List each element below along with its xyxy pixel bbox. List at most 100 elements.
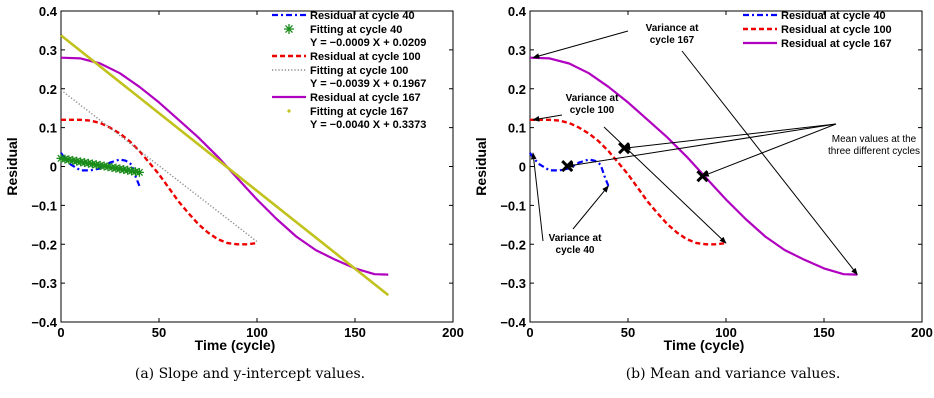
- y-axis-label: Residual: [4, 137, 20, 195]
- legend-label: Residual at cycle 100: [781, 24, 892, 36]
- star-stroke: [127, 167, 136, 175]
- annotation-text: three different cycles: [828, 146, 920, 157]
- star-stroke: [108, 163, 116, 172]
- annotation-arrow: [572, 185, 609, 230]
- y-tick-label: 0.1: [39, 121, 57, 136]
- annotation-arrow: [530, 152, 544, 242]
- series-residual-at-cycle-100: [61, 118, 258, 246]
- x-tick-label: 0: [57, 325, 64, 340]
- chart-b: 0 50 100 150 200 0.4 0.3 0.2 0.1 0 −0.1 −0.2 −0.3 −0.…: [473, 4, 933, 382]
- star-stroke: [104, 163, 112, 171]
- legend-entry: Residual at cycle 167: [743, 38, 892, 50]
- y-tick-label: 0.3: [508, 43, 526, 58]
- legend-label: Residual at cycle 167: [310, 92, 421, 104]
- star-stroke: [135, 168, 144, 177]
- star-stroke: [131, 168, 140, 176]
- star-stroke: [65, 156, 73, 164]
- legend-entry: Residual at cycle 100: [743, 24, 892, 36]
- legend-label: Fitting at cycle 40: [310, 24, 402, 36]
- y-tick-label: 0: [519, 160, 526, 175]
- legend-marker: [287, 109, 291, 113]
- x-axis-label: Time (cycle): [664, 337, 745, 353]
- y-tick-label: 0.2: [508, 82, 526, 97]
- x-tick-label: 200: [442, 325, 464, 340]
- x-axis-label: Time (cycle): [195, 337, 276, 353]
- legend-label: Residual at cycle 40: [310, 10, 415, 22]
- legend-equation: Y = −0.0039 X + 0.1967: [310, 78, 426, 90]
- star-stroke: [96, 161, 104, 170]
- legend-label: Residual at cycle 40: [781, 10, 886, 22]
- series-fitting-at-cycle-40: [56, 153, 144, 177]
- y-tick-label: −0.2: [500, 237, 526, 252]
- y-tick-label: 0.2: [39, 82, 57, 97]
- y-tick-label: −0.4: [500, 315, 526, 330]
- x-tick-label: 50: [621, 325, 635, 340]
- x-tick-label: 150: [813, 325, 835, 340]
- annotation-arrow: [623, 123, 837, 151]
- legend-label: Fitting at cycle 167: [310, 106, 408, 118]
- legend-entry: Residual at cycle 167: [272, 92, 421, 104]
- y-tick-label: −0.3: [500, 276, 526, 291]
- star-stroke: [61, 155, 69, 163]
- star-stroke: [92, 161, 100, 169]
- y-tick-label: 0: [50, 160, 57, 175]
- annotation-text: Variance at: [646, 23, 699, 34]
- x-tick-label: 150: [344, 325, 366, 340]
- star-stroke: [123, 166, 132, 174]
- series-residual-at-cycle-167: [529, 56, 858, 276]
- legend-entry: Residual at cycle 100: [272, 51, 421, 63]
- star-stroke: [100, 162, 108, 170]
- legend-entry: Residual at cycle 40: [743, 10, 886, 22]
- y-tick-label: −0.1: [31, 198, 57, 213]
- legend-entry: Residual at cycle 40: [272, 10, 415, 22]
- series-residual-at-cycle-100: [530, 118, 727, 246]
- x-tick-label: 100: [715, 325, 737, 340]
- y-axis-label: Residual: [473, 137, 489, 195]
- y-tick-label: 0.4: [39, 4, 58, 19]
- y-tick-label: 0.3: [39, 43, 57, 58]
- star-stroke: [112, 164, 120, 172]
- star-stroke: [76, 158, 85, 166]
- star-stroke: [285, 25, 293, 33]
- chart-a: 0 50 100 150 200 0.4 0.3 0.2 0.1 0 −0.1 −0.2 −0.3 −0.…: [4, 4, 464, 382]
- star-stroke: [80, 158, 89, 167]
- y-tick-label: −0.2: [31, 237, 57, 252]
- x-tick-label: 100: [246, 325, 268, 340]
- fit-marker: [134, 167, 144, 177]
- star-stroke: [116, 165, 124, 173]
- annotation-arrow: [701, 123, 837, 177]
- annotation-arrow: [532, 30, 629, 59]
- star-stroke: [73, 157, 81, 165]
- y-tick-label: −0.4: [31, 315, 57, 330]
- annotation-var100: Variance at cycle 100: [532, 93, 727, 244]
- y-tick-label: −0.3: [31, 276, 57, 291]
- star-stroke: [120, 165, 128, 174]
- legend-label: Residual at cycle 167: [781, 38, 892, 50]
- annotation-arrow: [603, 126, 727, 244]
- annotation-arrow: [566, 123, 837, 168]
- legend-equation: Y = −0.0040 X + 0.3373: [310, 119, 426, 131]
- legend-equation: Y = −0.0009 X + 0.0209: [310, 37, 426, 49]
- legend-label: Fitting at cycle 100: [310, 65, 408, 77]
- series-fitting-at-cycle-167: [60, 34, 390, 297]
- star-stroke: [88, 160, 97, 168]
- annotation-text: Mean values at the: [832, 134, 917, 145]
- annotation-arrow: [681, 50, 858, 276]
- star-stroke: [69, 156, 77, 165]
- figure-caption: (b) Mean and variance values.: [626, 366, 841, 382]
- figure-caption: (a) Slope and y-intercept values.: [135, 366, 365, 382]
- annotation-text: Variance at: [549, 233, 602, 244]
- y-tick-label: −0.1: [500, 198, 526, 213]
- y-tick-label: 0.1: [508, 121, 526, 136]
- y-tick-label: 0.4: [508, 4, 527, 19]
- x-tick-label: 200: [911, 325, 933, 340]
- annotation-text: cycle 40: [556, 245, 595, 256]
- annotation-text: cycle 167: [650, 35, 695, 46]
- x-tick-label: 50: [152, 325, 166, 340]
- annotation-text: cycle 100: [570, 105, 615, 116]
